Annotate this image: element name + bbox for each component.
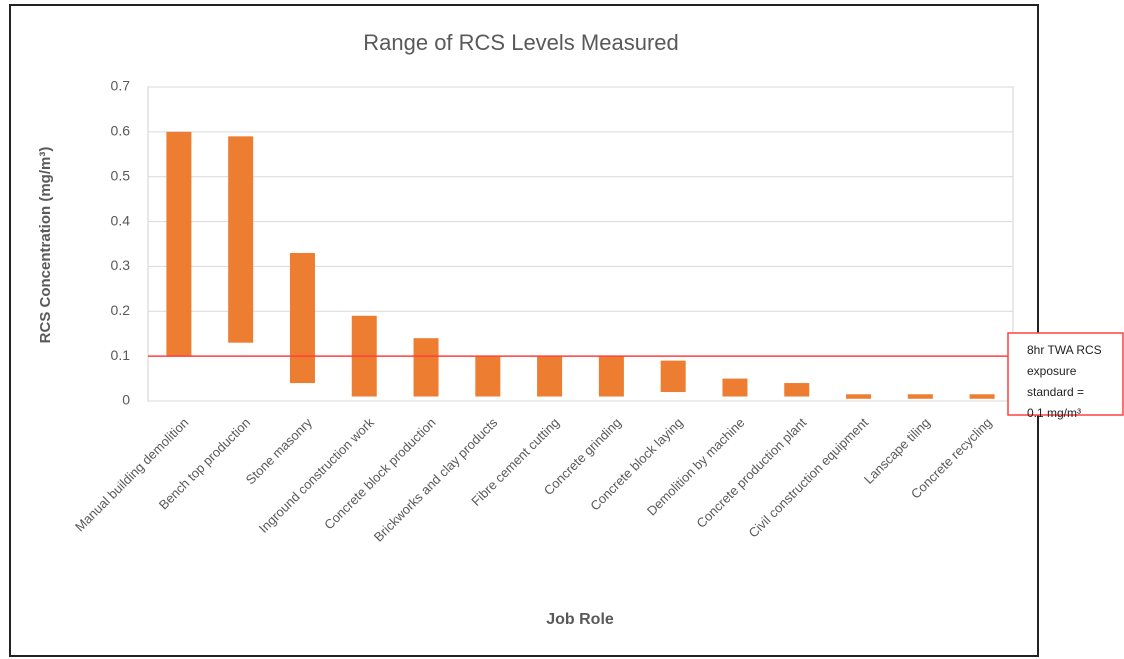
bar bbox=[907, 394, 933, 399]
y-tick-label: 0.1 bbox=[111, 347, 131, 363]
bar bbox=[228, 136, 254, 343]
chart-frame bbox=[9, 4, 1039, 657]
y-tick-label: 0.5 bbox=[111, 167, 131, 183]
annotation-text: 0.1 mg/m³ bbox=[1027, 406, 1081, 420]
bar bbox=[166, 131, 192, 357]
bar bbox=[784, 383, 810, 397]
y-tick-label: 0 bbox=[122, 392, 130, 408]
bar bbox=[289, 252, 315, 384]
y-tick-label: 0.7 bbox=[111, 78, 131, 94]
annotation-text: 8hr TWA RCS bbox=[1027, 343, 1102, 357]
y-tick-label: 0.2 bbox=[111, 302, 131, 318]
y-axis-label: RCS Concentration (mg/m³) bbox=[37, 147, 54, 344]
y-tick-label: 0.4 bbox=[111, 212, 131, 228]
annotation-box bbox=[1007, 332, 1124, 416]
y-tick-label: 0.6 bbox=[111, 123, 131, 139]
bar bbox=[969, 394, 995, 399]
bar bbox=[475, 356, 501, 397]
annotation-text: exposure bbox=[1027, 364, 1077, 378]
bar bbox=[537, 356, 563, 397]
bar bbox=[846, 394, 872, 399]
bar bbox=[413, 338, 439, 397]
bar bbox=[660, 360, 686, 393]
x-axis-label: Job Role bbox=[546, 611, 614, 628]
bar bbox=[598, 356, 624, 397]
annotation-text: standard = bbox=[1027, 385, 1084, 399]
y-tick-label: 0.3 bbox=[111, 257, 131, 273]
bar bbox=[722, 378, 748, 397]
chart-title: Range of RCS Levels Measured bbox=[363, 30, 679, 55]
